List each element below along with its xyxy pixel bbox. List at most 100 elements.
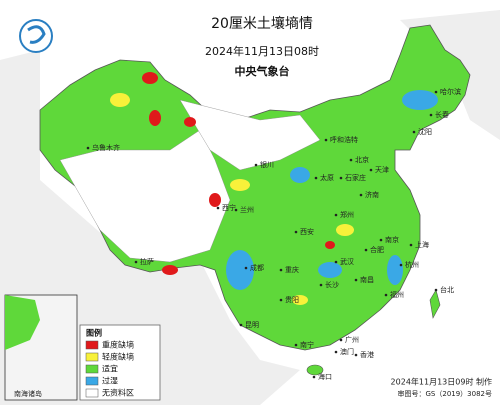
city-label: 南京 <box>385 235 399 244</box>
patch <box>209 193 221 207</box>
city-label: 乌鲁木齐 <box>92 143 120 152</box>
city-label: 长沙 <box>325 280 339 289</box>
city-label: 石家庄 <box>345 173 366 182</box>
legend-swatch <box>85 376 99 386</box>
city-label: 合肥 <box>370 245 384 254</box>
city-dot <box>279 298 283 302</box>
city-label: 昆明 <box>245 321 259 329</box>
legend-title: 图例 <box>86 328 102 338</box>
patch <box>292 295 308 305</box>
no-data-region <box>179 99 321 171</box>
city-dot <box>334 350 338 354</box>
city-label: 海口 <box>318 372 332 381</box>
city-label: 广州 <box>345 335 359 344</box>
city-label: 银川 <box>260 160 274 169</box>
city-label: 天津 <box>375 166 389 174</box>
legend-label: 重度缺墒 <box>102 340 134 350</box>
city-dot <box>359 193 363 197</box>
city-dot <box>216 206 220 210</box>
city-dot <box>339 338 343 342</box>
agency: 中央气象台 <box>235 64 290 78</box>
city-dot <box>364 248 368 252</box>
city-label: 西宁 <box>222 203 236 212</box>
city-label: 兰州 <box>240 205 254 214</box>
city-dot <box>334 260 338 264</box>
city-label: 长春 <box>435 110 449 119</box>
city-dot <box>254 163 258 167</box>
city-label: 上海 <box>415 240 429 249</box>
legend-swatch <box>85 388 99 398</box>
logo-mark <box>27 25 46 44</box>
legend-box <box>79 324 161 401</box>
city-label: 贵阳 <box>285 295 299 304</box>
footer-review: 审图号：GS（2019）3082号 <box>398 389 493 398</box>
patch <box>110 93 130 107</box>
city-label: 拉萨 <box>140 257 154 266</box>
city-label: 沈阳 <box>418 127 432 136</box>
patch <box>318 262 342 278</box>
city-label: 香港 <box>360 350 374 359</box>
city-dot <box>239 323 243 327</box>
city-label: 南昌 <box>360 275 374 284</box>
city-dot <box>134 260 138 264</box>
city-dot <box>369 168 373 172</box>
city-label: 北京 <box>355 155 369 164</box>
city-label: 郑州 <box>340 211 354 219</box>
city-dot <box>379 238 383 242</box>
legend-label: 无资料区 <box>102 388 134 398</box>
city-dot <box>234 208 238 212</box>
patch <box>149 110 161 126</box>
city-dot <box>334 213 338 217</box>
city-dot <box>434 90 438 94</box>
patch <box>226 250 254 290</box>
city-label: 南宁 <box>300 340 314 349</box>
china-outline <box>39 24 471 351</box>
city-dot <box>312 375 316 379</box>
title: 20厘米土壤墒情 <box>211 15 313 32</box>
city-label: 杭州 <box>405 260 419 269</box>
city-dot <box>314 176 318 180</box>
no-data-region <box>59 129 231 263</box>
city-label: 重庆 <box>285 265 299 274</box>
city-dot <box>412 130 416 134</box>
legend-swatch <box>85 340 99 350</box>
legend-label: 过湿 <box>102 376 118 386</box>
city-dot <box>294 343 298 347</box>
patch <box>402 90 438 110</box>
time: 2024年11月13日08时 <box>205 44 319 58</box>
city-dot <box>354 278 358 282</box>
city-label: 呼和浩特 <box>330 135 358 144</box>
city-dot <box>319 283 323 287</box>
inset-land <box>5 295 40 350</box>
city-dot <box>434 288 438 292</box>
logo <box>19 19 53 53</box>
patch <box>162 265 178 275</box>
inset-label: 南海诸岛 <box>14 389 42 398</box>
city-label: 武汉 <box>340 257 354 266</box>
city-dot <box>354 353 358 357</box>
city-label: 太原 <box>320 173 334 182</box>
patch <box>336 224 354 236</box>
city-label: 福州 <box>390 290 404 299</box>
patch <box>325 241 335 249</box>
city-dot <box>86 146 90 150</box>
patch <box>142 72 158 84</box>
city-dot <box>409 243 413 247</box>
moisture-patches <box>110 72 438 305</box>
patch <box>184 117 196 127</box>
city-dot <box>339 176 343 180</box>
hainan <box>306 364 324 376</box>
patch <box>290 167 310 183</box>
footer-made: 2024年11月13日09时 制作 <box>391 377 492 387</box>
city-dot <box>399 263 403 267</box>
legend-label: 适宜 <box>102 364 118 374</box>
legend-label: 轻度缺墒 <box>102 352 134 362</box>
city-label: 成都 <box>250 263 264 272</box>
legend-swatch <box>85 352 99 362</box>
city-dot <box>384 293 388 297</box>
legend-swatch <box>85 364 99 374</box>
